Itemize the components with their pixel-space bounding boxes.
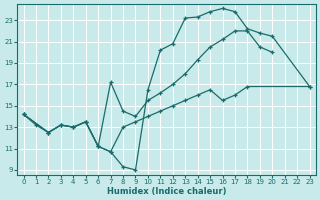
X-axis label: Humidex (Indice chaleur): Humidex (Indice chaleur) xyxy=(107,187,226,196)
